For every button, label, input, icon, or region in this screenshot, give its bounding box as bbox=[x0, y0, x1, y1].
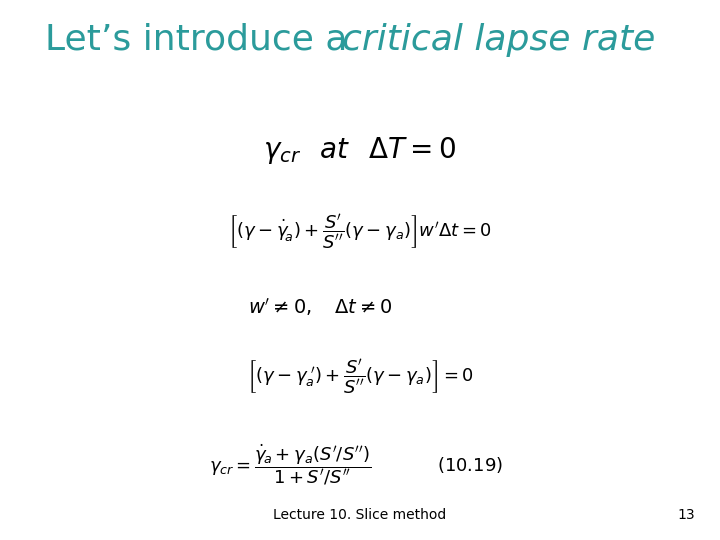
Text: critical lapse rate: critical lapse rate bbox=[342, 23, 655, 57]
Text: $\gamma_{cr}$   $\mathit{at}$   $\Delta T = 0$: $\gamma_{cr}$ $\mathit{at}$ $\Delta T = … bbox=[264, 134, 456, 165]
Text: Let’s introduce a: Let’s introduce a bbox=[45, 23, 359, 57]
Text: $\gamma_{cr} = \dfrac{\dot{\gamma}_{\!a} + \gamma_a(S^{\prime}/S^{\prime\prime}): $\gamma_{cr} = \dfrac{\dot{\gamma}_{\!a}… bbox=[209, 443, 371, 488]
Text: 13: 13 bbox=[678, 508, 695, 522]
Text: $w^{\prime} \neq 0, \quad \Delta t  \neq 0$: $w^{\prime} \neq 0, \quad \Delta t \neq … bbox=[248, 296, 392, 318]
Text: Lecture 10. Slice method: Lecture 10. Slice method bbox=[274, 508, 446, 522]
Text: $(10.19)$: $(10.19)$ bbox=[437, 455, 503, 475]
Text: $\left[(\gamma - \gamma_a^{\;\prime}) + \dfrac{S^{\prime}}{S^{\prime\prime}}(\ga: $\left[(\gamma - \gamma_a^{\;\prime}) + … bbox=[246, 357, 474, 396]
Text: $\left[(\gamma - \dot{\gamma}_{\!a}^{\;}) + \dfrac{S^{\prime}}{S^{\prime\prime}}: $\left[(\gamma - \dot{\gamma}_{\!a}^{\;}… bbox=[228, 213, 492, 251]
